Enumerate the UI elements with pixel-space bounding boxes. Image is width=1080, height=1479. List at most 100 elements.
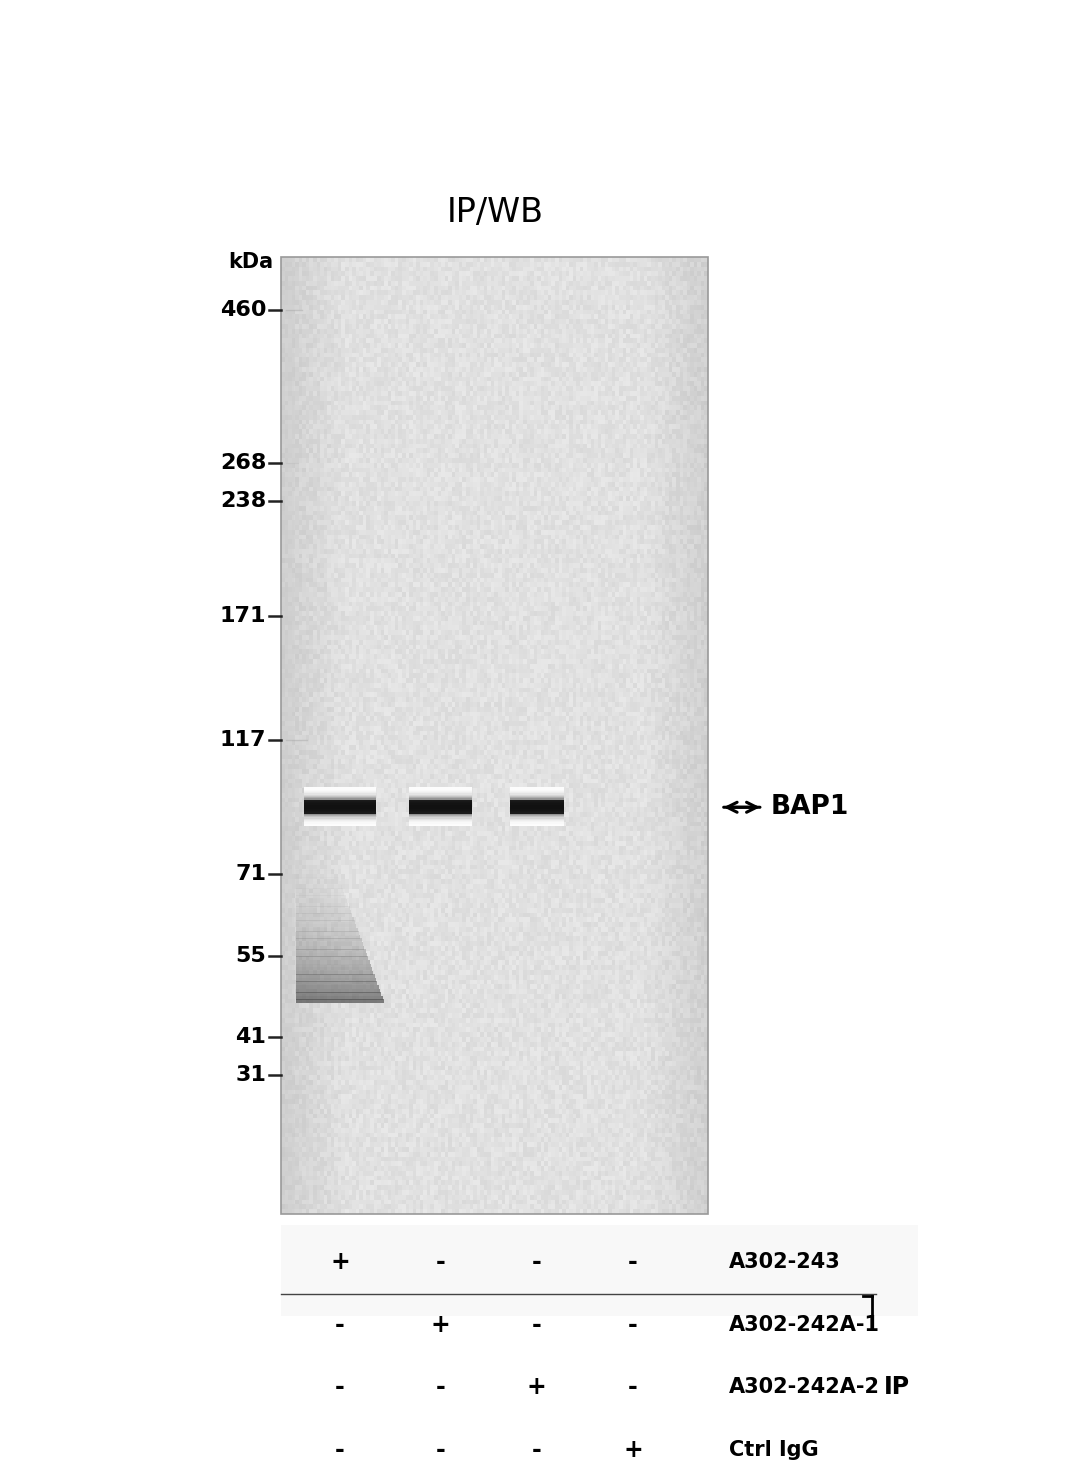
Bar	[409, 797, 472, 800]
Bar	[510, 803, 564, 806]
Bar	[305, 797, 376, 800]
Bar	[305, 815, 376, 818]
Text: +: +	[623, 1438, 643, 1463]
Bar	[409, 819, 472, 821]
Bar	[305, 816, 376, 818]
Text: -: -	[531, 1250, 542, 1275]
Bar	[296, 870, 337, 874]
Text: 268: 268	[220, 453, 267, 473]
Bar	[296, 982, 377, 985]
Bar	[282, 257, 708, 1214]
Text: A302-243: A302-243	[729, 1253, 841, 1272]
Bar	[296, 945, 364, 950]
Bar	[510, 788, 564, 791]
Bar	[296, 914, 352, 917]
Bar	[510, 819, 564, 822]
Bar	[305, 803, 376, 806]
Bar	[305, 808, 376, 810]
Text: 71: 71	[235, 864, 267, 884]
Bar	[296, 957, 368, 960]
Text: -: -	[531, 1313, 542, 1337]
Text: 238: 238	[220, 491, 267, 512]
Text: Ctrl IgG: Ctrl IgG	[729, 1441, 819, 1460]
Text: -: -	[435, 1438, 445, 1463]
Bar	[305, 821, 376, 824]
Text: +: +	[330, 1250, 350, 1275]
Bar	[409, 803, 472, 806]
Bar	[510, 794, 564, 797]
Bar	[296, 910, 351, 914]
Bar	[409, 787, 472, 790]
Text: -: -	[531, 1438, 542, 1463]
Text: 171: 171	[220, 606, 267, 626]
Bar	[296, 920, 355, 924]
Bar	[296, 970, 374, 975]
Bar	[305, 818, 376, 819]
Bar	[510, 812, 564, 815]
Bar	[296, 985, 379, 989]
Bar	[510, 802, 564, 805]
Bar	[305, 824, 376, 827]
Bar	[305, 822, 376, 825]
Bar	[296, 975, 375, 978]
Text: -: -	[629, 1250, 638, 1275]
Bar	[510, 791, 564, 793]
Bar	[510, 819, 564, 821]
Bar	[296, 864, 334, 867]
Text: 460: 460	[220, 300, 267, 319]
Bar	[305, 805, 376, 808]
Bar	[305, 799, 376, 802]
Text: kDa: kDa	[228, 251, 273, 272]
Bar	[296, 874, 338, 879]
Bar	[409, 793, 472, 794]
Bar	[296, 939, 362, 942]
Text: IP/WB: IP/WB	[446, 195, 543, 229]
Text: -: -	[335, 1438, 345, 1463]
Bar	[305, 802, 376, 805]
Bar	[305, 819, 376, 822]
Bar	[409, 791, 472, 793]
Bar	[409, 805, 472, 808]
Bar	[305, 790, 376, 793]
Bar	[409, 815, 472, 818]
Bar	[409, 800, 472, 813]
Bar	[305, 812, 376, 815]
Bar	[510, 813, 564, 816]
Bar	[296, 932, 359, 935]
Bar	[409, 813, 472, 816]
Bar	[510, 800, 564, 813]
Bar	[409, 821, 472, 824]
Bar	[409, 808, 472, 810]
Bar	[296, 859, 333, 864]
Bar	[510, 824, 564, 827]
Bar	[510, 805, 564, 808]
Bar	[296, 995, 382, 1000]
Bar	[296, 917, 353, 921]
Bar	[409, 816, 472, 818]
Bar	[409, 824, 472, 827]
Bar	[409, 819, 472, 822]
Bar	[409, 812, 472, 815]
Bar	[510, 816, 564, 818]
Bar	[305, 800, 376, 813]
Bar	[510, 787, 564, 790]
Bar	[510, 800, 564, 802]
Bar	[305, 794, 376, 797]
Bar	[510, 810, 564, 812]
Bar	[510, 796, 564, 799]
Bar	[305, 809, 376, 810]
Bar	[305, 788, 376, 791]
Bar	[510, 815, 564, 818]
Text: 41: 41	[235, 1026, 267, 1047]
Bar	[510, 802, 564, 803]
Bar	[409, 818, 472, 819]
Text: IP: IP	[885, 1375, 910, 1399]
Bar	[305, 800, 376, 802]
Bar	[409, 790, 472, 793]
Bar	[296, 1000, 384, 1003]
Bar	[305, 791, 376, 793]
Bar	[409, 788, 472, 791]
Bar	[510, 797, 564, 800]
Bar	[296, 892, 345, 896]
Bar	[409, 810, 472, 813]
